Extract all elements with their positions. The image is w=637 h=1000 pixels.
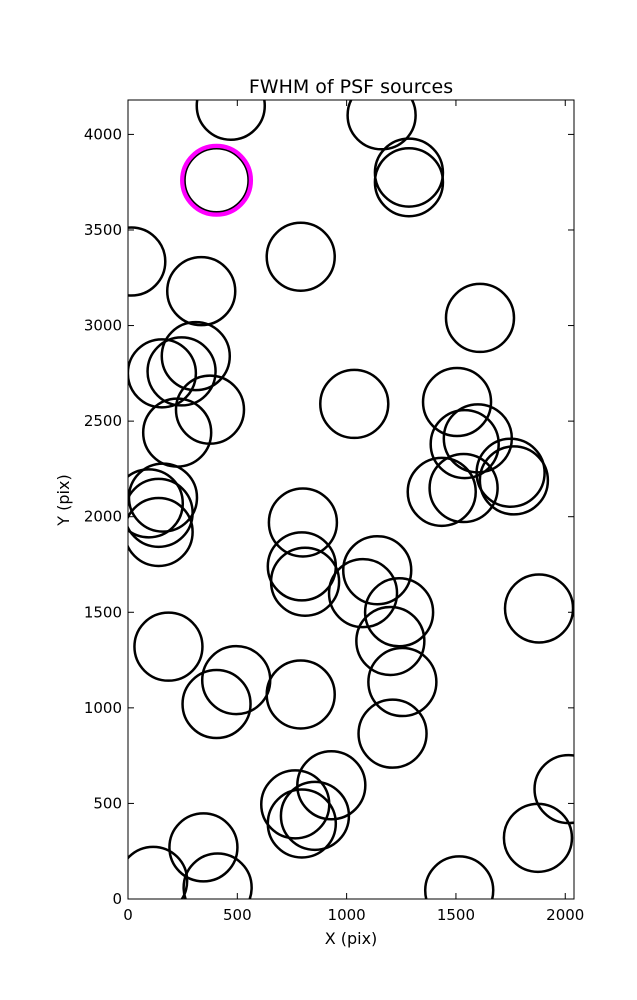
y-axis-label: Y (pix) [54, 474, 73, 526]
source-circle [128, 477, 194, 549]
source-circle [421, 366, 493, 438]
y-tick-label: 3000 [84, 317, 122, 335]
source-circle [319, 368, 390, 440]
y-tick-label: 500 [93, 794, 122, 812]
y-tick-label: 1500 [84, 603, 122, 621]
source-circle [160, 320, 232, 392]
x-tick-label: 2000 [546, 906, 584, 924]
y-tick-label: 0 [112, 890, 122, 908]
source-circle [128, 496, 194, 568]
source-circle [265, 659, 336, 730]
source-circle [367, 646, 438, 718]
source-circle [266, 788, 338, 859]
source-circle [355, 605, 426, 677]
source-circle [373, 146, 445, 218]
source-circle [266, 531, 338, 602]
source-circle [428, 452, 499, 524]
source-circle [475, 437, 546, 508]
source-circle [533, 753, 574, 825]
source-circle [195, 100, 266, 141]
y-axis: 0 500 1000 1500 2000 2500 3000 3500 4000 [84, 125, 574, 908]
source-circle [346, 100, 417, 151]
x-axis-label: X (pix) [325, 929, 378, 948]
source-circle [168, 812, 239, 883]
source-circle [128, 845, 189, 899]
source-circle [327, 557, 399, 629]
source-circle [128, 468, 185, 539]
source-circle [260, 769, 331, 840]
y-tick-label: 3500 [84, 221, 122, 239]
y-tick-label: 2500 [84, 412, 122, 430]
source-circle [406, 456, 477, 528]
y-tick-label: 1000 [84, 699, 122, 717]
y-tick-label: 2000 [84, 508, 122, 526]
source-circle [128, 226, 167, 297]
source-circle [133, 611, 204, 682]
x-tick-label: 500 [223, 906, 252, 924]
source-circle [181, 668, 252, 740]
source-circle [265, 221, 336, 292]
source-circle [423, 855, 495, 899]
source-circle [200, 644, 272, 716]
x-axis: 0 500 1000 1500 2000 [123, 100, 584, 924]
source-circle [296, 750, 367, 821]
x-tick-label: 1000 [328, 906, 366, 924]
source-circle [269, 546, 341, 617]
source-circle [444, 282, 516, 354]
x-tick-label: 0 [123, 906, 133, 924]
source-circle [165, 255, 237, 327]
source-circle [373, 137, 445, 208]
plot-frame [127, 99, 575, 900]
y-tick-label: 4000 [84, 125, 122, 143]
x-tick-label: 1500 [437, 906, 475, 924]
source-circle [182, 852, 253, 899]
source-circle [279, 780, 351, 852]
source-circle [478, 445, 550, 516]
source-circle [363, 577, 435, 648]
source-circle [503, 573, 574, 644]
highlighted-source-circle [180, 143, 254, 217]
source-circle [502, 802, 574, 874]
source-circle [267, 487, 339, 558]
highlighted-source-inner-ring [184, 148, 249, 213]
chart-title: FWHM of PSF sources [249, 76, 453, 98]
source-circle [429, 408, 500, 480]
data-marks [128, 100, 574, 899]
source-circle [128, 338, 198, 409]
source-circle [357, 698, 428, 769]
source-circle [341, 534, 413, 606]
source-circle [146, 336, 217, 407]
